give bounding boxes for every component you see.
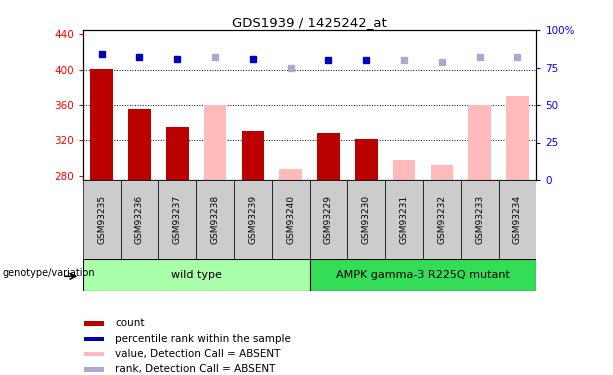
Bar [461, 180, 498, 259]
Bar [204, 105, 226, 180]
Bar [90, 69, 113, 180]
Text: GSM93232: GSM93232 [437, 195, 446, 244]
Bar [196, 180, 234, 259]
Text: AMPK gamma-3 R225Q mutant: AMPK gamma-3 R225Q mutant [336, 270, 510, 280]
Text: genotype/variation: genotype/variation [2, 268, 95, 278]
Bar [128, 110, 151, 180]
Bar [84, 367, 104, 372]
Bar [83, 259, 310, 291]
Text: GSM93236: GSM93236 [135, 195, 144, 244]
Bar [166, 127, 189, 180]
Text: GSM93233: GSM93233 [475, 195, 484, 244]
Text: rank, Detection Call = ABSENT: rank, Detection Call = ABSENT [115, 364, 275, 374]
Bar [158, 180, 196, 259]
Bar [83, 180, 121, 259]
Text: GSM93237: GSM93237 [173, 195, 182, 244]
Text: GSM93230: GSM93230 [362, 195, 371, 244]
Text: GSM93234: GSM93234 [513, 195, 522, 244]
Bar [84, 321, 104, 326]
Bar [317, 133, 340, 180]
Text: GSM93229: GSM93229 [324, 195, 333, 244]
Text: GSM93238: GSM93238 [210, 195, 219, 244]
Bar [272, 180, 310, 259]
Bar [468, 105, 491, 180]
Bar [234, 180, 272, 259]
Bar [430, 165, 453, 180]
Bar [385, 180, 423, 259]
Bar [355, 140, 378, 180]
Bar [84, 352, 104, 356]
Bar [84, 336, 104, 341]
Text: percentile rank within the sample: percentile rank within the sample [115, 334, 291, 344]
Bar [423, 180, 461, 259]
Bar [506, 96, 529, 180]
Bar [242, 132, 264, 180]
Title: GDS1939 / 1425242_at: GDS1939 / 1425242_at [232, 16, 387, 29]
Bar [348, 180, 385, 259]
Text: GSM93235: GSM93235 [97, 195, 106, 244]
Bar [310, 259, 536, 291]
Text: wild type: wild type [171, 270, 221, 280]
Text: GSM93239: GSM93239 [248, 195, 257, 244]
Bar [498, 180, 536, 259]
Bar [310, 180, 348, 259]
Bar [280, 170, 302, 180]
Text: count: count [115, 318, 145, 328]
Text: value, Detection Call = ABSENT: value, Detection Call = ABSENT [115, 349, 281, 359]
Text: GSM93231: GSM93231 [400, 195, 409, 244]
Text: GSM93240: GSM93240 [286, 195, 295, 244]
Bar [121, 180, 158, 259]
Bar [393, 160, 416, 180]
